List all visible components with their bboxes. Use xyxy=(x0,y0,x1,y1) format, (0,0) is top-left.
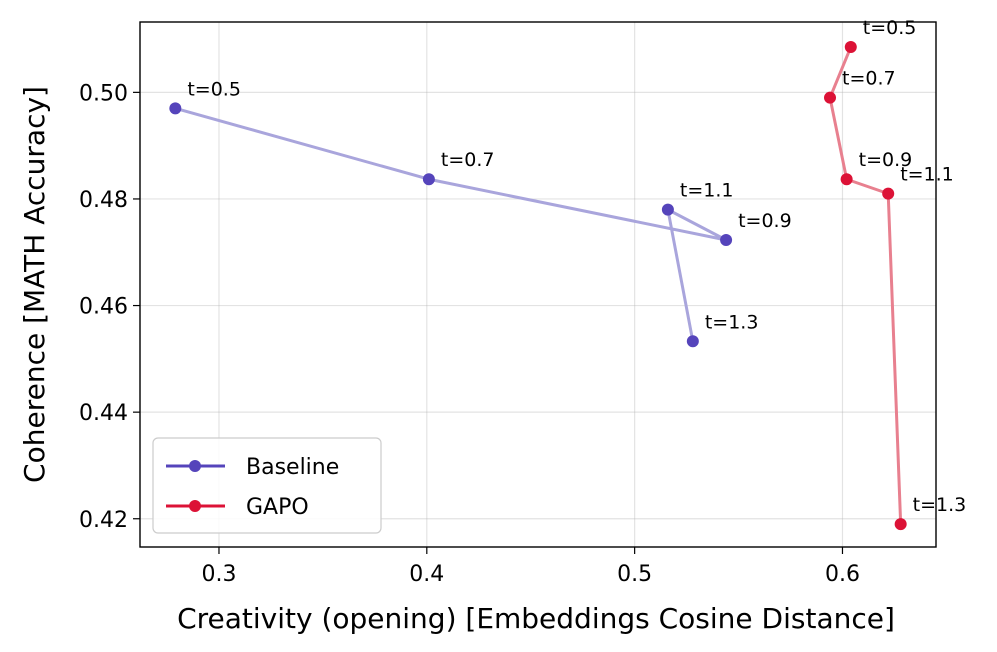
point-label-gapo: t=0.5 xyxy=(863,17,917,39)
legend: Baseline GAPO xyxy=(152,437,382,534)
data-point-baseline xyxy=(686,335,699,348)
point-label-gapo: t=1.3 xyxy=(913,494,967,516)
x-axis-label: Creativity (opening) [Embeddings Cosine … xyxy=(177,602,895,635)
legend-label-gapo: GAPO xyxy=(246,495,309,520)
y-tick-label: 0.50 xyxy=(79,81,128,106)
data-point-baseline xyxy=(169,102,182,115)
series-line-gapo xyxy=(828,46,903,525)
series-layer xyxy=(169,41,907,531)
point-label-gapo: t=0.7 xyxy=(842,68,896,90)
legend-label-baseline: Baseline xyxy=(246,455,339,480)
x-tick-label: 0.6 xyxy=(825,562,860,587)
data-point-gapo xyxy=(844,41,857,54)
data-point-baseline xyxy=(720,233,733,246)
x-tick-label: 0.5 xyxy=(617,562,652,587)
data-point-gapo xyxy=(840,173,853,186)
series-line-baseline xyxy=(174,106,728,342)
x-tick-label: 0.3 xyxy=(201,562,236,587)
point-label-gapo: t=0.9 xyxy=(859,149,913,171)
point-label-baseline: t=1.3 xyxy=(705,311,759,333)
legend-marker-baseline xyxy=(189,460,201,472)
y-tick-label: 0.48 xyxy=(79,188,128,213)
y-axis-label: Coherence [MATH Accuracy] xyxy=(18,86,51,483)
point-label-gapo: t=1.1 xyxy=(900,164,954,186)
y-tick-label: 0.46 xyxy=(79,295,128,320)
y-tick-label: 0.44 xyxy=(79,401,128,426)
legend-marker-gapo xyxy=(189,500,201,512)
data-point-baseline xyxy=(422,173,435,186)
legend-box xyxy=(152,437,382,534)
point-labels: t=0.5t=0.7t=0.9t=1.1t=1.3t=0.5t=0.7t=0.9… xyxy=(187,17,966,516)
point-label-baseline: t=0.7 xyxy=(441,149,495,171)
x-tick-label: 0.4 xyxy=(409,562,444,587)
plot-frame xyxy=(139,21,937,548)
y-tick-label: 0.42 xyxy=(79,508,128,533)
data-point-baseline xyxy=(661,203,674,216)
point-label-baseline: t=0.9 xyxy=(738,210,792,232)
point-label-baseline: t=0.5 xyxy=(187,78,241,100)
axis-ticks: 0.3 0.4 0.5 0.6 0.42 0.44 0.46 0.48 0.50 xyxy=(79,81,860,587)
point-label-baseline: t=1.1 xyxy=(680,180,734,202)
data-point-gapo xyxy=(824,91,837,104)
data-point-gapo xyxy=(894,518,907,531)
data-point-gapo xyxy=(882,187,895,200)
